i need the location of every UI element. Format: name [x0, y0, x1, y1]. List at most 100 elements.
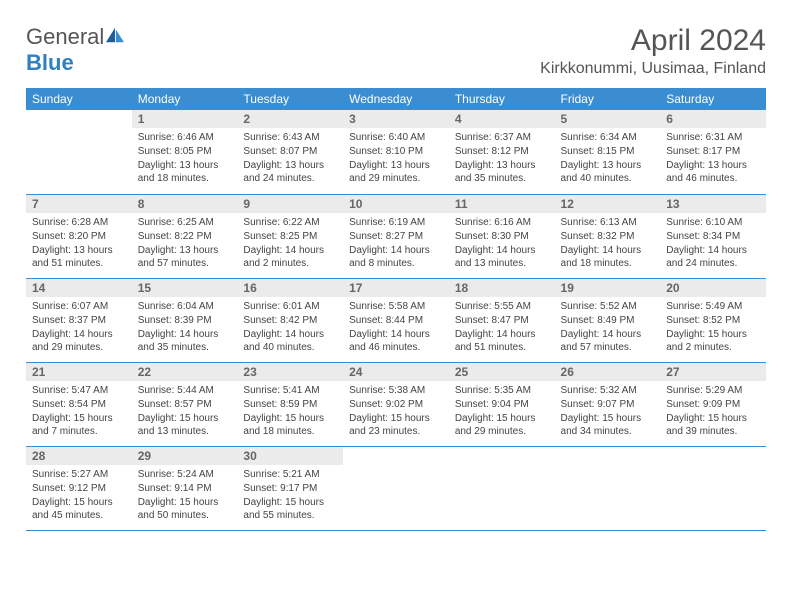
sunrise-line: Sunrise: 6:40 AM: [349, 131, 443, 144]
sunrise-line: Sunrise: 5:35 AM: [455, 384, 549, 397]
daylight-line: Daylight: 15 hours and 23 minutes.: [349, 412, 443, 438]
daylight-line: Daylight: 14 hours and 24 minutes.: [666, 244, 760, 270]
day-details: Sunrise: 5:41 AMSunset: 8:59 PMDaylight:…: [237, 381, 343, 443]
calendar-row: 21Sunrise: 5:47 AMSunset: 8:54 PMDayligh…: [26, 362, 766, 446]
daylight-line: Daylight: 15 hours and 7 minutes.: [32, 412, 126, 438]
day-details: Sunrise: 5:32 AMSunset: 9:07 PMDaylight:…: [555, 381, 661, 443]
day-details: Sunrise: 5:27 AMSunset: 9:12 PMDaylight:…: [26, 465, 132, 527]
day-number: 14: [26, 279, 132, 297]
logo-text-gray: General: [26, 24, 104, 49]
sunrise-line: Sunrise: 6:19 AM: [349, 216, 443, 229]
sunrise-line: Sunrise: 5:55 AM: [455, 300, 549, 313]
day-number: 7: [26, 195, 132, 213]
weekday-header: Wednesday: [343, 88, 449, 110]
sunset-line: Sunset: 8:07 PM: [243, 145, 337, 158]
location: Kirkkonummi, Uusimaa, Finland: [540, 60, 766, 78]
sunset-line: Sunset: 8:22 PM: [138, 230, 232, 243]
day-number: 23: [237, 363, 343, 381]
day-details: Sunrise: 6:22 AMSunset: 8:25 PMDaylight:…: [237, 213, 343, 275]
calendar-empty: [343, 446, 449, 530]
calendar-day: 14Sunrise: 6:07 AMSunset: 8:37 PMDayligh…: [26, 278, 132, 362]
day-number: 9: [237, 195, 343, 213]
sunrise-line: Sunrise: 6:16 AM: [455, 216, 549, 229]
sunset-line: Sunset: 9:09 PM: [666, 398, 760, 411]
day-details: Sunrise: 5:24 AMSunset: 9:14 PMDaylight:…: [132, 465, 238, 527]
sunrise-line: Sunrise: 6:07 AM: [32, 300, 126, 313]
sunrise-line: Sunrise: 6:10 AM: [666, 216, 760, 229]
calendar-day: 10Sunrise: 6:19 AMSunset: 8:27 PMDayligh…: [343, 194, 449, 278]
daylight-line: Daylight: 14 hours and 29 minutes.: [32, 328, 126, 354]
calendar-day: 27Sunrise: 5:29 AMSunset: 9:09 PMDayligh…: [660, 362, 766, 446]
day-details: Sunrise: 5:35 AMSunset: 9:04 PMDaylight:…: [449, 381, 555, 443]
sunset-line: Sunset: 8:12 PM: [455, 145, 549, 158]
day-details: Sunrise: 5:38 AMSunset: 9:02 PMDaylight:…: [343, 381, 449, 443]
day-number: 22: [132, 363, 238, 381]
calendar-day: 5Sunrise: 6:34 AMSunset: 8:15 PMDaylight…: [555, 110, 661, 194]
sunrise-line: Sunrise: 5:52 AM: [561, 300, 655, 313]
day-details: Sunrise: 6:07 AMSunset: 8:37 PMDaylight:…: [26, 297, 132, 359]
calendar-day: 13Sunrise: 6:10 AMSunset: 8:34 PMDayligh…: [660, 194, 766, 278]
day-details: Sunrise: 6:31 AMSunset: 8:17 PMDaylight:…: [660, 128, 766, 190]
calendar-empty: [555, 446, 661, 530]
sunset-line: Sunset: 8:25 PM: [243, 230, 337, 243]
daylight-line: Daylight: 13 hours and 57 minutes.: [138, 244, 232, 270]
day-details: Sunrise: 6:34 AMSunset: 8:15 PMDaylight:…: [555, 128, 661, 190]
sunset-line: Sunset: 8:54 PM: [32, 398, 126, 411]
sunrise-line: Sunrise: 6:22 AM: [243, 216, 337, 229]
calendar-day: 12Sunrise: 6:13 AMSunset: 8:32 PMDayligh…: [555, 194, 661, 278]
day-number: 1: [132, 110, 238, 128]
calendar-day: 26Sunrise: 5:32 AMSunset: 9:07 PMDayligh…: [555, 362, 661, 446]
sunset-line: Sunset: 8:37 PM: [32, 314, 126, 327]
daylight-line: Daylight: 15 hours and 34 minutes.: [561, 412, 655, 438]
sunrise-line: Sunrise: 5:32 AM: [561, 384, 655, 397]
sunrise-line: Sunrise: 6:13 AM: [561, 216, 655, 229]
day-details: Sunrise: 5:49 AMSunset: 8:52 PMDaylight:…: [660, 297, 766, 359]
calendar-day: 9Sunrise: 6:22 AMSunset: 8:25 PMDaylight…: [237, 194, 343, 278]
sunset-line: Sunset: 9:14 PM: [138, 482, 232, 495]
month-title: April 2024: [540, 24, 766, 58]
daylight-line: Daylight: 15 hours and 13 minutes.: [138, 412, 232, 438]
sunrise-line: Sunrise: 6:01 AM: [243, 300, 337, 313]
day-details: Sunrise: 6:01 AMSunset: 8:42 PMDaylight:…: [237, 297, 343, 359]
calendar-empty: [449, 446, 555, 530]
day-number: 4: [449, 110, 555, 128]
day-number: 20: [660, 279, 766, 297]
calendar-day: 8Sunrise: 6:25 AMSunset: 8:22 PMDaylight…: [132, 194, 238, 278]
sunrise-line: Sunrise: 6:28 AM: [32, 216, 126, 229]
day-details: Sunrise: 6:40 AMSunset: 8:10 PMDaylight:…: [343, 128, 449, 190]
daylight-line: Daylight: 13 hours and 18 minutes.: [138, 159, 232, 185]
calendar-day: 22Sunrise: 5:44 AMSunset: 8:57 PMDayligh…: [132, 362, 238, 446]
sunrise-line: Sunrise: 6:37 AM: [455, 131, 549, 144]
calendar-day: 19Sunrise: 5:52 AMSunset: 8:49 PMDayligh…: [555, 278, 661, 362]
logo: General Blue: [26, 24, 126, 76]
logo-text-blue: Blue: [26, 50, 74, 75]
title-block: April 2024 Kirkkonummi, Uusimaa, Finland: [540, 24, 766, 78]
sunset-line: Sunset: 9:17 PM: [243, 482, 337, 495]
sunset-line: Sunset: 8:27 PM: [349, 230, 443, 243]
day-number: 10: [343, 195, 449, 213]
sunrise-line: Sunrise: 5:21 AM: [243, 468, 337, 481]
daylight-line: Daylight: 15 hours and 29 minutes.: [455, 412, 549, 438]
day-number: 2: [237, 110, 343, 128]
daylight-line: Daylight: 15 hours and 18 minutes.: [243, 412, 337, 438]
calendar-day: 18Sunrise: 5:55 AMSunset: 8:47 PMDayligh…: [449, 278, 555, 362]
calendar-day: 1Sunrise: 6:46 AMSunset: 8:05 PMDaylight…: [132, 110, 238, 194]
weekday-header-row: SundayMondayTuesdayWednesdayThursdayFrid…: [26, 88, 766, 110]
daylight-line: Daylight: 15 hours and 50 minutes.: [138, 496, 232, 522]
calendar-body: 1Sunrise: 6:46 AMSunset: 8:05 PMDaylight…: [26, 110, 766, 530]
calendar-day: 29Sunrise: 5:24 AMSunset: 9:14 PMDayligh…: [132, 446, 238, 530]
day-number: 3: [343, 110, 449, 128]
sunset-line: Sunset: 8:42 PM: [243, 314, 337, 327]
calendar-row: 7Sunrise: 6:28 AMSunset: 8:20 PMDaylight…: [26, 194, 766, 278]
day-details: Sunrise: 5:52 AMSunset: 8:49 PMDaylight:…: [555, 297, 661, 359]
day-number: 25: [449, 363, 555, 381]
day-details: Sunrise: 5:44 AMSunset: 8:57 PMDaylight:…: [132, 381, 238, 443]
sunset-line: Sunset: 8:15 PM: [561, 145, 655, 158]
sunrise-line: Sunrise: 5:41 AM: [243, 384, 337, 397]
sunset-line: Sunset: 8:44 PM: [349, 314, 443, 327]
daylight-line: Daylight: 14 hours and 46 minutes.: [349, 328, 443, 354]
day-number: 6: [660, 110, 766, 128]
sunrise-line: Sunrise: 5:24 AM: [138, 468, 232, 481]
day-number: 21: [26, 363, 132, 381]
daylight-line: Daylight: 13 hours and 24 minutes.: [243, 159, 337, 185]
